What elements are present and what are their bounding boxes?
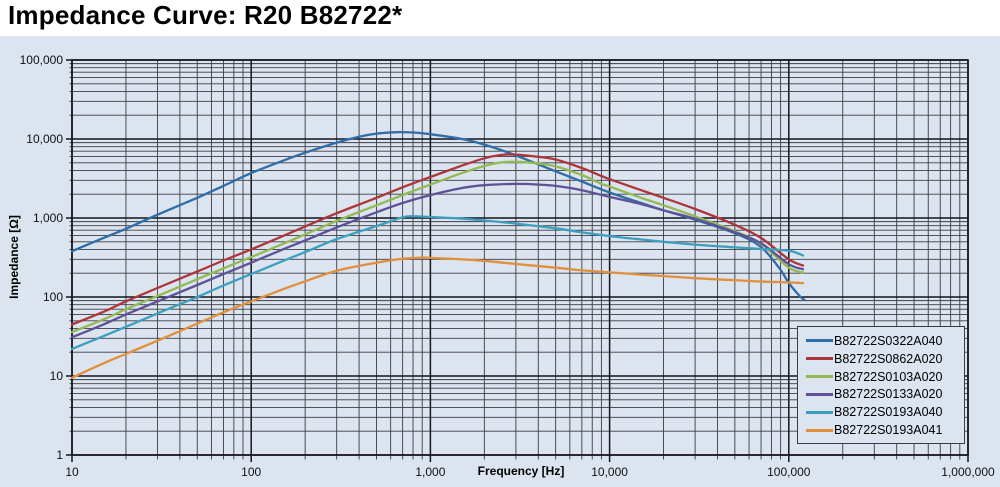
legend-label: B82722S0862A020	[834, 351, 943, 366]
svg-text:100,000: 100,000	[20, 53, 64, 67]
svg-text:1,000: 1,000	[33, 211, 63, 225]
series-line-B82722S0103A020	[70, 160, 805, 334]
x-axis-label: Frequency [Hz]	[477, 464, 565, 478]
legend-item: B82722S0103A020	[806, 369, 958, 385]
svg-text:10: 10	[65, 465, 79, 479]
legend-label: B82722S0322A040	[834, 333, 943, 348]
plot-frame	[71, 59, 969, 456]
y-tick-labels: 100,000 10,000 1,000 100 10 1	[20, 53, 64, 462]
legend-label: B82722S0133A020	[834, 387, 943, 402]
series-line-B82722S0862A020	[70, 153, 805, 326]
legend-swatch-line	[806, 339, 833, 343]
svg-text:1: 1	[56, 448, 63, 462]
svg-text:1,000,000: 1,000,000	[941, 465, 995, 479]
legend-swatch-line	[806, 410, 833, 414]
series-line-B82722S0133A020	[70, 182, 805, 339]
x-tick-labels: 10 100 1,000 10,000 100,000 1,000,000	[65, 465, 995, 479]
legend-item: B82722S0193A040	[806, 404, 958, 420]
legend-swatch-line	[806, 375, 833, 379]
svg-text:10: 10	[50, 369, 64, 383]
series-line-B82722S0193A041	[70, 256, 805, 379]
legend-swatch-line	[806, 392, 833, 396]
chart-title: Impedance Curve: R20 B82722*	[8, 0, 403, 30]
legend-item: B82722S0862A020	[806, 351, 958, 367]
svg-text:100,000: 100,000	[767, 465, 811, 479]
svg-text:10,000: 10,000	[26, 132, 63, 146]
series-line-B82722S0193A040	[70, 215, 805, 351]
legend-swatch-line	[806, 357, 833, 361]
legend: B82722S0322A040 B82722S0862A020 B82722S0…	[797, 326, 965, 444]
legend-item: B82722S0322A040	[806, 333, 958, 349]
svg-text:100: 100	[43, 290, 63, 304]
svg-text:100: 100	[241, 465, 261, 479]
svg-text:10,000: 10,000	[591, 465, 628, 479]
legend-label: B82722S0193A041	[834, 423, 943, 438]
legend-label: B82722S0103A020	[834, 369, 943, 384]
legend-item: B82722S0193A041	[806, 422, 958, 438]
svg-text:1,000: 1,000	[415, 465, 445, 479]
legend-item: B82722S0133A020	[806, 386, 958, 402]
y-axis-label: Impedance [Ω]	[7, 215, 21, 299]
legend-label: B82722S0193A040	[834, 405, 943, 420]
legend-swatch-line	[806, 428, 833, 432]
chart-panel: 10 100 1,000 10,000 100,000 1,000,000 100,000 1…	[0, 36, 1000, 487]
